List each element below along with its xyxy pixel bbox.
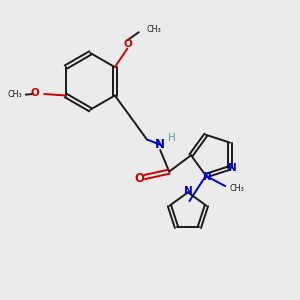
Text: N: N — [184, 186, 192, 196]
Text: N: N — [228, 163, 237, 173]
Text: O: O — [30, 88, 39, 98]
Text: N: N — [155, 138, 165, 151]
Text: CH₃: CH₃ — [230, 184, 244, 193]
Text: CH₃: CH₃ — [8, 90, 23, 99]
Text: O: O — [134, 172, 144, 185]
Text: CH₃: CH₃ — [146, 25, 161, 34]
Text: N: N — [203, 172, 212, 182]
Text: O: O — [123, 39, 132, 50]
Text: H: H — [168, 133, 176, 143]
